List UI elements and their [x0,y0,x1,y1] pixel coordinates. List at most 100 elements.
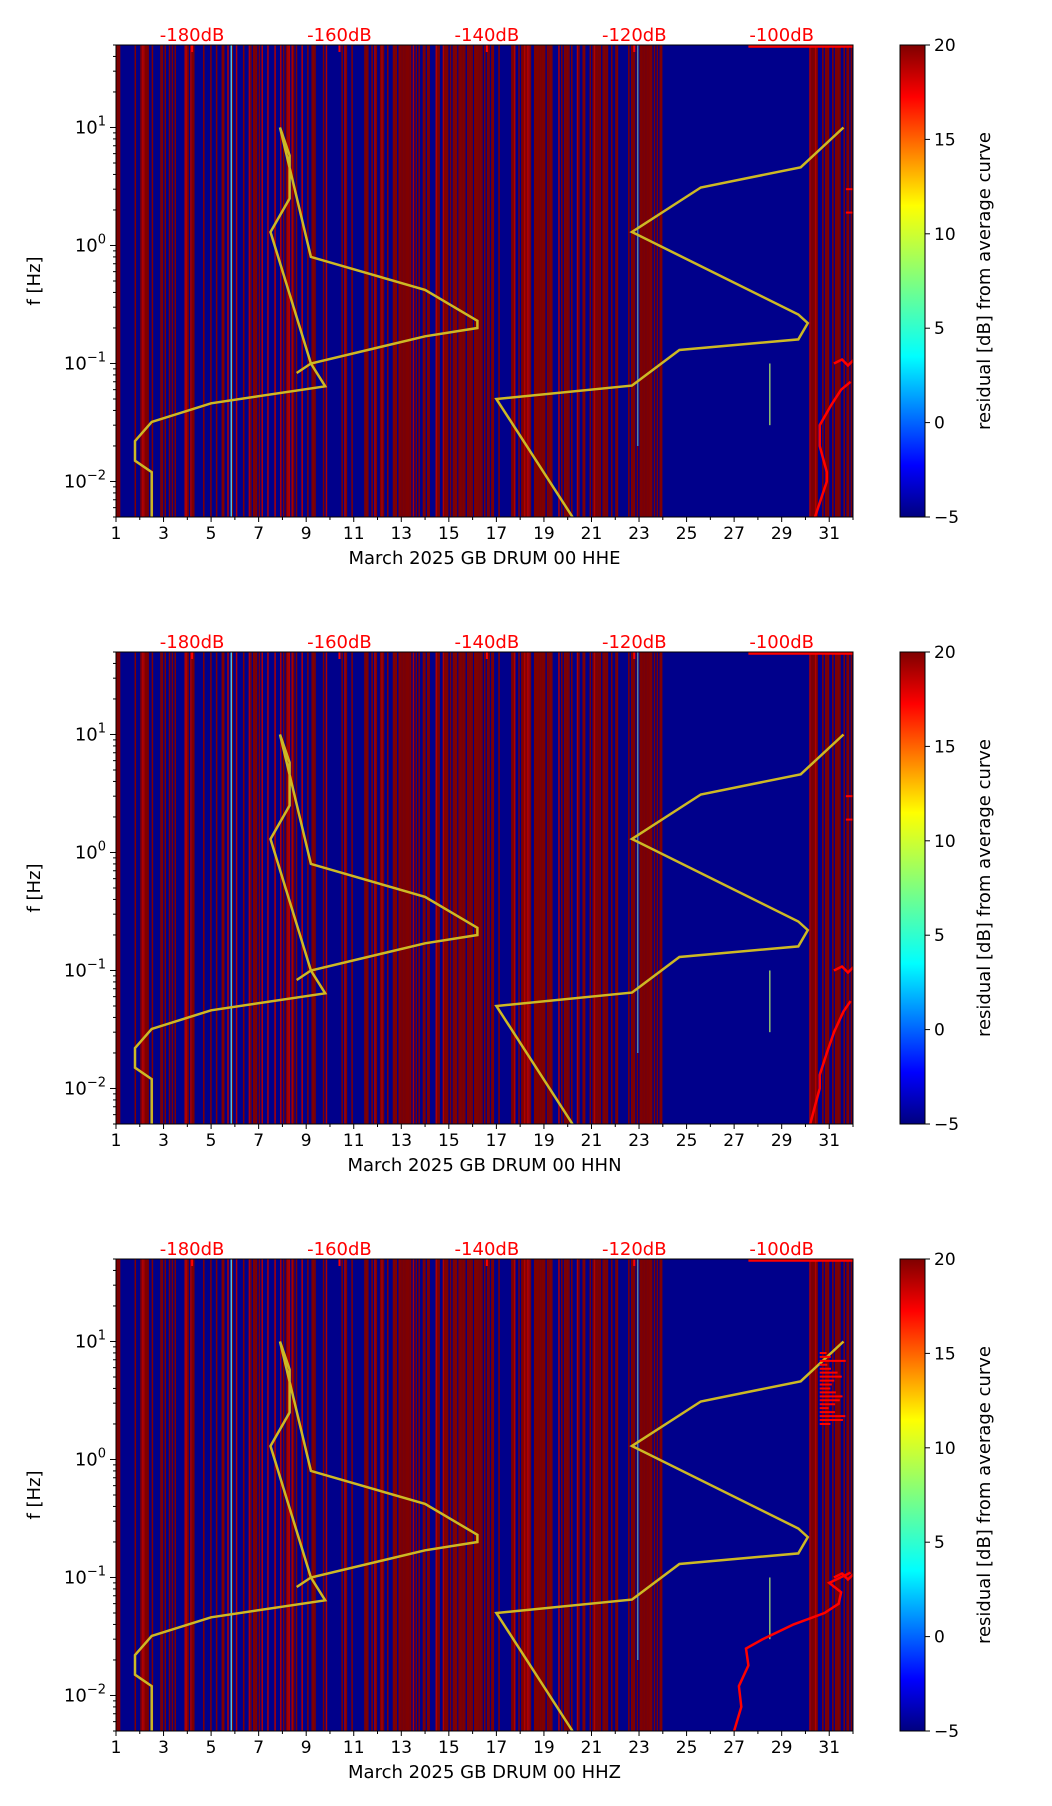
heatmap-column [466,45,469,517]
y-axis-label: f [Hz] [24,863,45,912]
heatmap-column [227,1259,229,1731]
plot-area [116,45,853,517]
heatmap-column [187,45,189,517]
colorbar-tick-label: −5 [934,1722,959,1742]
heatmap-column [408,1259,410,1731]
heatmap-column [561,652,563,1124]
heatmap-column [222,652,225,1124]
heatmap-column [643,1259,646,1731]
heatmap-column [595,45,597,517]
heatmap-column [596,1259,599,1731]
heatmap-column [291,652,293,1124]
x-tick-label: 17 [486,1131,508,1151]
heatmap-column [822,45,824,517]
heatmap-column [568,652,570,1124]
heatmap-column [409,45,412,517]
heatmap-column [598,1259,600,1731]
heatmap-column [812,45,814,517]
heatmap-column [602,652,604,1124]
heatmap-column [568,1259,570,1731]
heatmap-column [307,652,309,1124]
heatmap-column [529,1259,532,1731]
heatmap-column [533,1259,536,1731]
heatmap-column [118,652,121,1124]
heatmap-column [458,652,460,1124]
heatmap-column [134,1259,137,1731]
heatmap-column [847,45,850,517]
heatmap-column [231,652,234,1124]
plot-area [116,1259,853,1731]
heatmap-column [822,1259,824,1731]
heatmap-column [498,45,500,517]
x-axis-label: March 2025 GB DRUM 00 HHE [348,548,620,569]
heatmap-column [602,45,604,517]
heatmap-column [231,1259,234,1731]
heatmap-column [134,652,137,1124]
heatmap-column [468,652,470,1124]
heatmap-column [387,1259,389,1731]
heatmap-column [488,1259,490,1731]
heatmap-column [605,652,607,1124]
heatmap-column [541,1259,543,1731]
heatmap-column [491,652,493,1124]
heatmap-column [810,1259,813,1731]
heatmap-column [141,1259,144,1731]
heatmap-column [215,45,218,517]
heatmap-column [486,652,489,1124]
heatmap-column [164,45,166,517]
heatmap-column [381,652,383,1124]
heatmap-column [535,45,537,517]
heatmap-column [174,45,176,517]
heatmap-column [280,1259,282,1731]
heatmap-column [449,1259,452,1731]
heatmap-column [164,652,166,1124]
heatmap-column [630,1259,633,1731]
heatmap-column [812,652,814,1124]
heatmap-column [578,1259,580,1731]
x-tick-label: 21 [581,524,603,544]
heatmap-column [382,1259,385,1731]
heatmap-column [822,652,824,1124]
heatmap-column [255,652,258,1124]
db-label: -120dB [602,1239,667,1260]
colorbar-tick-label: 0 [934,414,945,434]
heatmap-column [640,45,643,517]
heatmap-column [469,45,472,517]
heatmap-column [161,1259,164,1731]
heatmap-column [399,1259,402,1731]
heatmap-column [221,652,224,1124]
heatmap-column [548,1259,550,1731]
heatmap-column [599,652,602,1124]
heatmap-column [566,1259,569,1731]
heatmap-column [565,652,567,1124]
heatmap-column [145,652,148,1124]
heatmap-column [382,652,385,1124]
low-noise-model-line [133,734,479,1124]
high-noise-model-line [494,1340,845,1731]
heatmap-column [837,652,840,1124]
heatmap-column [523,1259,526,1731]
heatmap-column [602,1259,604,1731]
heatmap-column [610,45,613,517]
heatmap-column [610,1259,613,1731]
heatmap-column [596,45,599,517]
colorbar: −5 0 5 10 15 20 residual [dB] from average cur… [899,1250,995,1742]
heatmap-column [436,1259,439,1731]
heatmap-column [476,652,479,1124]
heatmap-column [444,652,446,1124]
heatmap-column [459,652,462,1124]
colorbar-tick-label: −5 [934,1115,959,1135]
heatmap-column [834,652,837,1124]
low-noise-model-line [133,1341,479,1731]
heatmap-column [367,45,369,517]
heatmap-column [295,1259,298,1731]
heatmap-column [408,652,410,1124]
heatmap-column [250,45,252,517]
heatmap-column [341,1259,343,1731]
heatmap-column [589,45,592,517]
heatmap-column [832,652,834,1124]
heatmap-column [659,45,661,517]
colorbar-tick-label: 5 [934,1533,945,1553]
heatmap-column [518,45,520,517]
heatmap-column [387,652,389,1124]
